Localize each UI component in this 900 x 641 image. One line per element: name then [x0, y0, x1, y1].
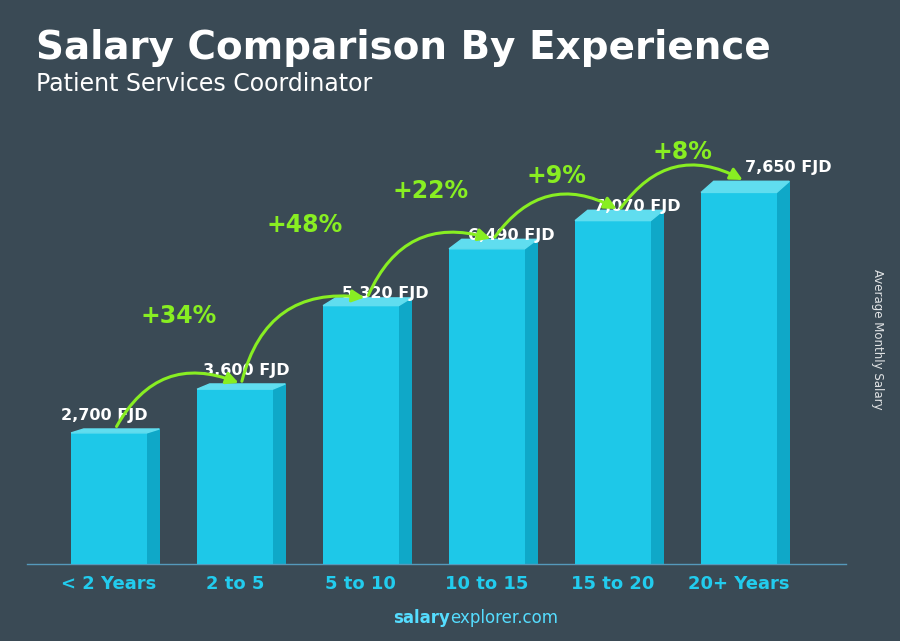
- Text: 3,600 FJD: 3,600 FJD: [203, 363, 290, 378]
- Text: Patient Services Coordinator: Patient Services Coordinator: [36, 72, 373, 96]
- Text: 7,070 FJD: 7,070 FJD: [594, 199, 680, 213]
- Text: +9%: +9%: [526, 164, 586, 188]
- Text: +34%: +34%: [140, 304, 216, 328]
- Polygon shape: [273, 384, 285, 564]
- Text: +8%: +8%: [652, 140, 712, 164]
- Polygon shape: [147, 429, 159, 564]
- FancyArrowPatch shape: [621, 165, 740, 208]
- Text: salary: salary: [393, 609, 450, 627]
- Polygon shape: [701, 181, 789, 192]
- Polygon shape: [575, 210, 663, 221]
- Bar: [323, 306, 399, 564]
- Polygon shape: [323, 298, 411, 306]
- Text: +48%: +48%: [266, 213, 342, 237]
- FancyArrowPatch shape: [495, 194, 614, 237]
- FancyArrowPatch shape: [368, 230, 487, 296]
- Polygon shape: [399, 298, 411, 564]
- Bar: [575, 221, 651, 564]
- Text: 2,700 FJD: 2,700 FJD: [61, 408, 148, 423]
- Polygon shape: [525, 239, 537, 564]
- Text: explorer.com: explorer.com: [450, 609, 558, 627]
- Text: Average Monthly Salary: Average Monthly Salary: [871, 269, 884, 410]
- Polygon shape: [449, 239, 537, 249]
- FancyArrowPatch shape: [242, 291, 361, 381]
- Text: 6,490 FJD: 6,490 FJD: [468, 228, 554, 243]
- Bar: [449, 249, 525, 564]
- Polygon shape: [777, 181, 789, 564]
- Bar: [701, 192, 777, 564]
- Text: 5,320 FJD: 5,320 FJD: [342, 287, 428, 301]
- Polygon shape: [651, 210, 663, 564]
- Text: Salary Comparison By Experience: Salary Comparison By Experience: [36, 29, 770, 67]
- Text: 7,650 FJD: 7,650 FJD: [745, 160, 832, 176]
- Bar: [71, 433, 147, 564]
- Bar: [197, 389, 273, 564]
- Polygon shape: [71, 429, 159, 433]
- FancyArrowPatch shape: [116, 373, 236, 426]
- Polygon shape: [197, 384, 285, 389]
- Text: +22%: +22%: [392, 179, 468, 203]
